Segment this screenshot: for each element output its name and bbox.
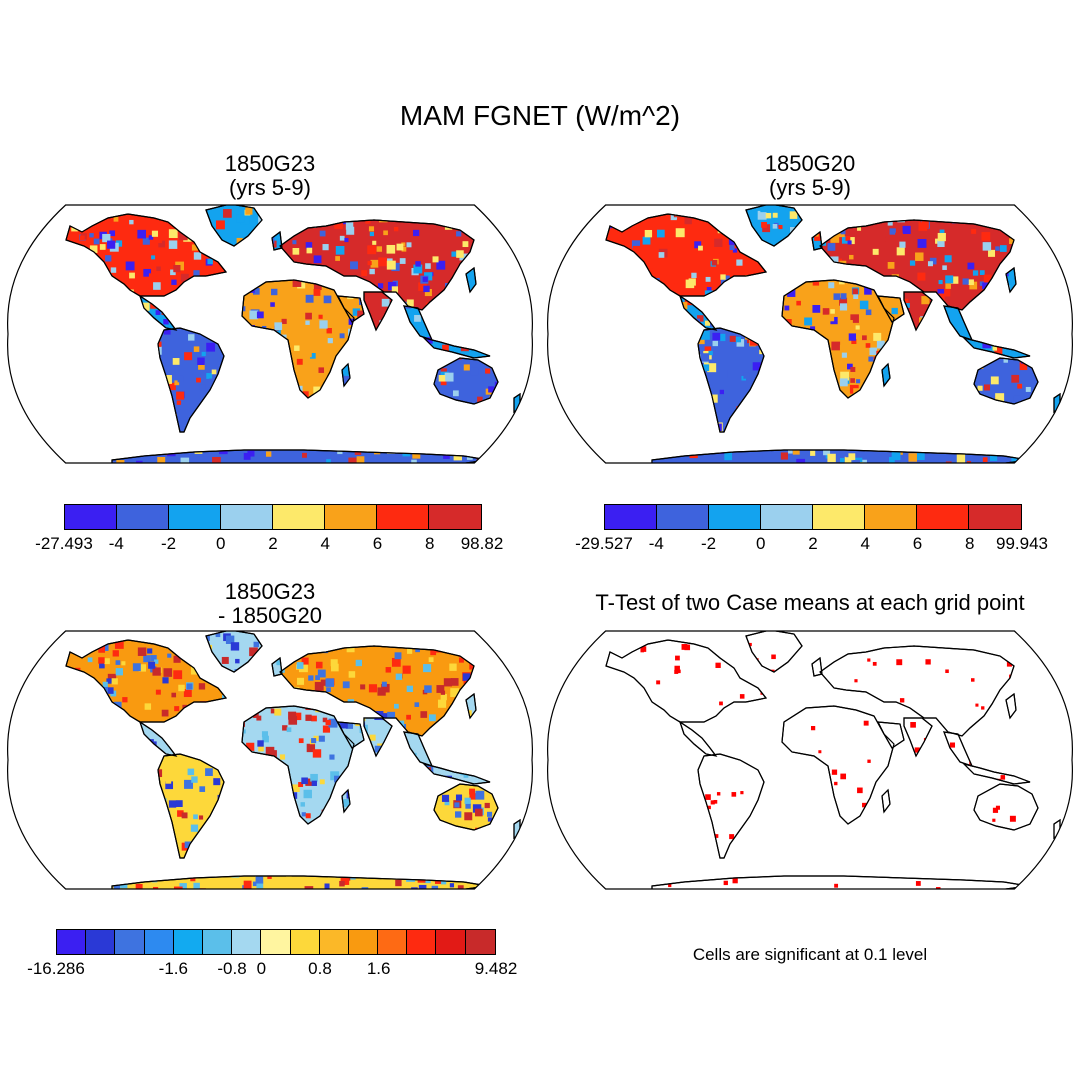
colorbar-cell	[232, 930, 262, 954]
land-seAsia	[943, 731, 974, 767]
colorbar-tick-label: -4	[108, 534, 124, 553]
map-border	[546, 630, 1074, 890]
panel2-title-line2: (yrs 5-9)	[769, 175, 851, 200]
colorbar-tick-label: 2	[808, 534, 818, 553]
panel2-colorbar	[604, 504, 1022, 530]
colorbar-cell	[377, 505, 429, 529]
colorbar-cell	[436, 930, 466, 954]
land-centralAmerica	[138, 720, 178, 757]
colorbar-cell	[57, 930, 87, 954]
colorbar-tick-label: 9.482	[474, 959, 518, 978]
land-northAmerica	[65, 213, 228, 297]
panel1-title: 1850G23 (yrs 5-9)	[140, 152, 400, 200]
colorbar-cell	[407, 930, 437, 954]
colorbar-cell	[202, 930, 233, 954]
colorbar-tick-label: -2	[160, 534, 177, 553]
panel2-map	[546, 204, 1074, 464]
colorbar-cell	[290, 930, 320, 954]
land-australia	[973, 357, 1039, 405]
land-seAsia	[943, 305, 974, 341]
colorbar-tick-label: -4	[648, 534, 664, 553]
colorbar-tick-label: 8	[425, 534, 435, 553]
colorbar-cell	[169, 505, 221, 529]
colorbar-tick-label: 8	[965, 534, 975, 553]
colorbar-cell	[813, 505, 865, 529]
colorbar-tick-label: 0	[756, 534, 766, 553]
land-northAmerica	[605, 639, 768, 723]
land-africa	[781, 705, 895, 825]
colorbar-tick-label: -2	[700, 534, 717, 553]
panel3-map	[6, 630, 534, 890]
colorbar-cell	[605, 505, 657, 529]
colorbar-cell	[273, 505, 325, 529]
colorbar-cell	[117, 505, 169, 529]
colorbar-tick-label: 98.82	[460, 534, 504, 553]
land-seAsia	[403, 305, 434, 341]
colorbar-cell	[969, 505, 1021, 529]
map-border	[546, 204, 1074, 464]
colorbar-tick-label: 99.943	[996, 534, 1048, 553]
colorbar-cell	[144, 930, 174, 954]
colorbar-cell	[325, 505, 377, 529]
colorbar-tick-label: -29.527	[575, 534, 633, 553]
land-seAsia	[403, 731, 434, 767]
land-australia	[973, 783, 1039, 831]
colorbar-cell	[465, 930, 495, 954]
land-centralAmerica	[678, 720, 718, 757]
significance-note: Cells are significant at 0.1 level	[692, 945, 928, 964]
panel3-colorbar-labels: -16.286 -1.6 -0.8 0 0.8 1.6 9.482	[27, 959, 517, 981]
land-greenland	[745, 631, 803, 673]
colorbar-tick-label: 6	[912, 534, 923, 553]
colorbar-cell	[865, 505, 917, 529]
colorbar-cell	[319, 930, 349, 954]
figure-title: MAM FGNET (W/m^2)	[399, 100, 681, 131]
colorbar-tick-label: 4	[860, 534, 870, 553]
colorbar-cell	[173, 930, 203, 954]
colorbar-tick-label: 1.6	[366, 959, 391, 978]
colorbar-cell	[378, 930, 408, 954]
colorbar-tick-label: 0	[216, 534, 226, 553]
colorbar-cell	[657, 505, 709, 529]
colorbar-tick-label: -1.6	[158, 959, 188, 978]
panel2-title: 1850G20 (yrs 5-9)	[680, 152, 940, 200]
colorbar-cell	[429, 505, 481, 529]
panel3-title-line2: - 1850G20	[218, 603, 322, 628]
colorbar-tick-label: 0	[256, 959, 267, 978]
map-border	[6, 630, 534, 890]
colorbar-cell	[917, 505, 969, 529]
colorbar-tick-label: 4	[320, 534, 330, 553]
colorbar-cell	[221, 505, 273, 529]
panel1-title-line2: (yrs 5-9)	[229, 175, 311, 200]
panel2-colorbar-labels: -29.527 -4 -2 0 2 4 6 8 99.943	[575, 534, 1048, 556]
panel1-title-line1: 1850G23	[224, 151, 316, 176]
colorbar-cell	[709, 505, 761, 529]
panel2-title-line1: 1850G20	[764, 151, 856, 176]
panel3-title: 1850G23 - 1850G20	[140, 580, 400, 628]
colorbar-tick-label: 0.8	[308, 959, 332, 978]
colorbar-cell	[115, 930, 145, 954]
panel4-title: T-Test of two Case means at each grid po…	[595, 590, 1025, 615]
colorbar-cell	[86, 930, 116, 954]
colorbar-tick-label: -16.286	[27, 959, 85, 978]
panel1-map	[6, 204, 534, 464]
map-border	[6, 204, 534, 464]
panel1-colorbar-labels: -27.493 -4 -2 0 2 4 6 8 98.82	[35, 534, 503, 556]
panel1-colorbar	[64, 504, 482, 530]
panel3-colorbar	[56, 929, 496, 955]
colorbar-cell	[261, 930, 291, 954]
colorbar-cell	[348, 930, 379, 954]
colorbar-cell	[65, 505, 117, 529]
land-greenland	[205, 205, 263, 247]
colorbar-cell	[761, 505, 813, 529]
land-africa	[241, 279, 355, 399]
panel3-title-line1: 1850G23	[224, 579, 316, 604]
panel4-map	[546, 630, 1074, 890]
colorbar-tick-label: -27.493	[35, 534, 93, 553]
colorbar-tick-label: 2	[268, 534, 278, 553]
colorbar-tick-label: 6	[372, 534, 383, 553]
colorbar-tick-label: -0.8	[217, 959, 247, 978]
